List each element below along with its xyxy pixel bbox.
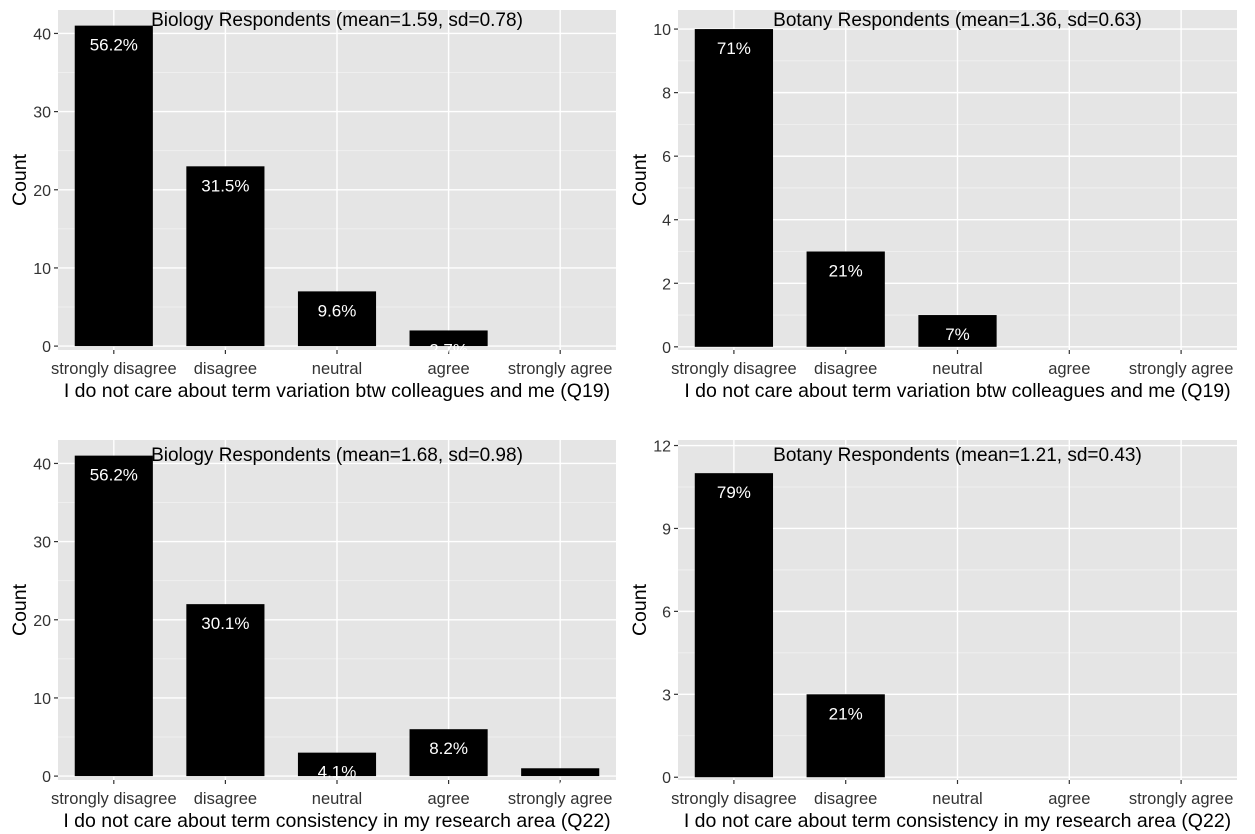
y-tick-label: 0	[42, 769, 51, 786]
bar-value-label: 56.2%	[90, 466, 138, 485]
bar-value-label: 8.2%	[429, 739, 468, 758]
bar	[409, 330, 488, 347]
x-axis-label: I do not care about term variation btw c…	[684, 380, 1230, 402]
bar	[521, 768, 600, 777]
y-tick-label: 20	[33, 613, 51, 630]
bar-value-label: 21%	[829, 261, 863, 280]
y-tick-label: 0	[662, 770, 671, 787]
bar-value-label: 79%	[717, 483, 751, 502]
y-tick-label: 12	[653, 439, 671, 456]
y-tick-label: 8	[662, 86, 671, 103]
x-tick-label: neutral	[312, 360, 362, 378]
y-tick-label: 0	[42, 339, 51, 356]
x-tick-label: neutral	[932, 360, 982, 378]
x-tick-label: strongly agree	[508, 790, 613, 808]
chart-title: Botany Respondents (mean=1.21, sd=0.43)	[773, 445, 1142, 466]
bar-value-label: 56.2%	[90, 36, 138, 55]
x-tick-label: agree	[1048, 360, 1090, 378]
bar-value-label: 31.5%	[201, 176, 249, 195]
bar	[186, 166, 265, 347]
y-axis-label: Count	[629, 583, 651, 636]
y-axis-label: Count	[9, 583, 31, 636]
chart-title: Botany Respondents (mean=1.36, sd=0.63)	[773, 10, 1142, 31]
x-axis-label: I do not care about term consistency in …	[63, 810, 610, 832]
chart-title: Biology Respondents (mean=1.59, sd=0.78)	[151, 10, 523, 31]
x-axis-label: I do not care about term variation btw c…	[64, 380, 610, 402]
y-tick-label: 30	[33, 105, 51, 122]
bar	[297, 752, 377, 777]
y-tick-label: 2	[662, 276, 671, 293]
y-tick-label: 10	[33, 261, 51, 278]
bar	[806, 251, 885, 347]
y-tick-label: 30	[33, 535, 51, 552]
y-tick-label: 20	[33, 183, 51, 200]
bar-value-label: 4.1%	[318, 763, 357, 782]
y-tick-label: 4	[662, 213, 671, 230]
bar	[806, 694, 885, 778]
bar	[297, 291, 377, 347]
chart-panel-botany-q19: 0 2 4 6 8 10 71% 21% 7% strongly disagree disagree…	[629, 10, 1237, 402]
x-tick-label: strongly disagree	[51, 790, 177, 808]
bar-value-label: 21%	[829, 704, 863, 723]
bar-value-label: 2.7%	[429, 340, 468, 359]
x-tick-label: disagree	[194, 360, 257, 378]
bar-value-label: 7%	[945, 325, 970, 344]
x-tick-label: neutral	[932, 790, 982, 808]
chart-panel-botany-q22: 0 3 6 9 12 79% 21% strongly disagree disagree neu…	[629, 439, 1237, 832]
bar	[694, 473, 774, 778]
y-tick-label: 6	[662, 604, 671, 621]
x-tick-label: agree	[427, 360, 469, 378]
y-tick-label: 10	[653, 22, 671, 39]
y-tick-label: 40	[33, 26, 51, 43]
bar	[918, 315, 997, 347]
y-tick-label: 9	[662, 521, 671, 538]
chart-panel-biology-q19: 0 10 20 30 40 56.2% 31.5% 9.6% 2.7% strongly disa…	[9, 10, 616, 402]
y-tick-label: 10	[33, 691, 51, 708]
bar-value-label: 30.1%	[201, 614, 249, 633]
y-axis-label: Count	[629, 153, 651, 206]
bar	[186, 604, 265, 777]
x-tick-label: strongly agree	[1129, 790, 1234, 808]
x-tick-label: strongly agree	[508, 360, 613, 378]
bar	[74, 455, 153, 777]
bar-value-label: 71%	[717, 39, 751, 58]
chart-title: Biology Respondents (mean=1.68, sd=0.98)	[151, 445, 523, 466]
y-tick-label: 6	[662, 149, 671, 166]
bar	[694, 29, 774, 347]
bar-value-label: 9.6%	[318, 301, 357, 320]
x-tick-label: disagree	[194, 790, 257, 808]
x-tick-label: strongly disagree	[671, 790, 797, 808]
x-tick-label: strongly disagree	[51, 360, 177, 378]
bar	[409, 729, 488, 777]
x-tick-label: strongly disagree	[671, 360, 797, 378]
x-tick-label: strongly agree	[1129, 360, 1234, 378]
x-tick-label: agree	[427, 790, 469, 808]
x-tick-label: neutral	[312, 790, 362, 808]
x-tick-label: agree	[1048, 790, 1090, 808]
x-tick-label: disagree	[814, 360, 877, 378]
chart-panel-biology-q22: 01020304056.2%30.1%4.1%8.2%1.4%strongly …	[9, 440, 616, 832]
y-tick-label: 0	[662, 340, 671, 357]
y-tick-label: 40	[33, 456, 51, 473]
y-tick-label: 3	[662, 687, 671, 704]
bar	[74, 25, 153, 347]
x-tick-label: disagree	[814, 790, 877, 808]
y-axis-label: Count	[9, 153, 31, 206]
x-axis-label: I do not care about term consistency in …	[684, 810, 1231, 832]
bar-value-label: 1.4%	[541, 778, 580, 797]
